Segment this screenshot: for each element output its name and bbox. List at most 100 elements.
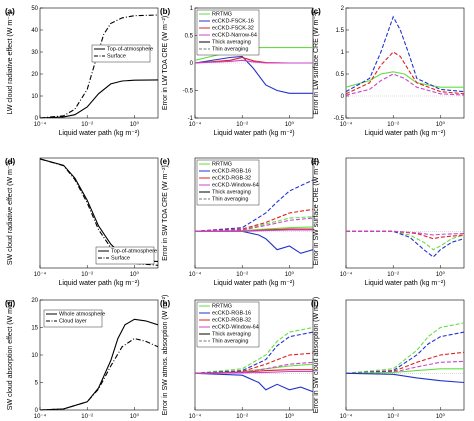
series-line-1 [195,230,313,254]
x-tick-label: 10⁻² [236,414,248,420]
panel-label: (d) [5,157,16,166]
y-tick-label: 1 [190,6,194,12]
series-line-1 [40,337,158,410]
legend-entry: ecCKD-Window-64 [212,325,259,331]
series-line-0 [346,230,464,251]
y-tick-label: -0.5 [334,116,345,122]
legend-box [196,301,260,348]
x-tick-label: 10⁻⁴ [189,121,202,128]
y-tick-label: 0 [35,408,39,414]
y-tick-label: 10 [31,94,38,100]
legend-entry: Thick averaging [212,40,251,46]
series-line-0 [346,71,464,88]
y-axis-label: Error in SW TOA CRE (W m⁻²) [162,165,169,261]
x-tick-label: 10⁻² [81,414,93,420]
axes-box [345,299,465,411]
x-tick-label: 10⁻² [236,122,248,128]
x-tick-label: 10⁻⁴ [34,121,47,128]
x-tick-label: 10⁻² [81,272,93,278]
series-line-1 [346,331,464,374]
series-line-0 [40,79,158,118]
y-axis-label: Error in SW cloud absorption (W m⁻²) [313,297,320,414]
y-tick-label: 15 [31,326,38,332]
y-tick-label: -0.5 [183,89,194,95]
legend-entry: Cloud layer [59,319,87,325]
series-line-1 [346,230,464,258]
axes-box [194,299,314,411]
series-line-2 [346,51,464,95]
legend-box [196,9,260,56]
series-line-2 [346,351,464,374]
legend-entry: Whole atmosphere [59,312,105,318]
legend-entry: Surface [107,54,126,60]
legend-entry: Thin averaging [212,339,248,345]
panel-label: (g) [5,299,16,308]
panel-label: (h) [160,299,171,308]
x-tick-label: 10⁰ [130,121,140,128]
series-line-4 [346,368,464,374]
legend-entry: ecCKD-Window-64 [212,183,259,189]
series-line-2 [346,230,464,240]
series-line-3 [195,229,313,232]
y-tick-label: 0.5 [185,34,194,40]
series-line-1 [40,14,158,118]
y-tick-label: 1.5 [336,28,345,34]
y-tick-label: 0 [190,61,194,67]
legend-entry: Thin averaging [212,197,248,203]
series-line-4 [195,326,313,374]
legend-box [43,309,103,328]
legend-entry: ecCKD-FSCK-16 [212,19,254,25]
x-axis-label: Liquid water path (kg m⁻²) [364,130,445,137]
x-tick-label: 10⁰ [436,121,446,128]
x-axis-label: Liquid water path (kg m⁻²) [58,130,139,137]
panel-b: 10⁻⁴ 10⁻² 10⁰ -1 -0.5 0 0.5 1 Liquid water path … [160,6,314,137]
series-line-1 [195,372,313,393]
x-tick-label: 10⁻² [81,122,93,128]
legend-entry: ecCKD-RGB-16 [212,311,251,317]
y-tick-label: 40 [31,28,38,34]
panel-label: (c) [311,7,321,16]
x-tick-label: 10⁻² [387,122,399,128]
series-line-1 [195,55,313,94]
series-line-7 [195,361,313,374]
x-tick-label: 10⁻⁴ [189,271,202,278]
x-tick-label: 10⁻⁴ [34,271,47,278]
x-axis-label: Liquid water path (kg m⁻²) [213,280,294,287]
legend-entry: ecCKD-RGB-32 [212,176,251,182]
x-tick-label: 10⁰ [130,271,140,278]
legend-entry: Top-of-atmosphere [107,47,153,53]
series-line-5 [195,179,313,232]
y-tick-label: 0.5 [336,72,345,78]
x-tick-label: 10⁰ [285,271,295,278]
series-line-0 [346,322,464,374]
y-tick-label: 30 [31,50,38,56]
panel-f: 10⁻⁴ 10⁻² 10⁰ Liquid water path (kg m⁻²) Err… [311,157,465,287]
y-axis-label: Error in SW surface CRE (W m⁻²) [313,161,320,266]
x-tick-label: 10⁻² [387,272,399,278]
y-axis-label: LW cloud radiative effect (W m⁻²) [7,11,14,114]
legend-entry: ecCKD-RGB-32 [212,318,251,324]
legend-entry: Thin averaging [212,47,248,53]
x-tick-label: 10⁻² [387,414,399,420]
x-axis-label: Liquid water path (kg m⁻²) [364,280,445,287]
series-line-0 [40,158,158,263]
legend-entry: ecCKD-RGB-16 [212,169,251,175]
series-line-5 [346,372,464,384]
legend-box [95,246,155,265]
axes-box [194,157,314,269]
series-line-1 [346,15,464,93]
x-tick-label: 10⁰ [130,413,140,420]
axes-box [39,7,159,119]
legend-entry: ecCKD-FSCK-32 [212,26,254,32]
y-axis-label: Error in SW atmos. absorption (W m⁻²) [162,295,169,416]
panel-a: 10⁻⁴ 10⁻² 10⁰ 0 10 20 30 40 50 Liquid water path … [5,6,159,137]
panel-label: (e) [160,157,170,166]
y-tick-label: -1 [188,116,194,122]
legend: RRTMGecCKD-FSCK-16ecCKD-FSCK-32ecCKD-Nar… [196,9,260,56]
panel-label: (a) [5,7,15,16]
